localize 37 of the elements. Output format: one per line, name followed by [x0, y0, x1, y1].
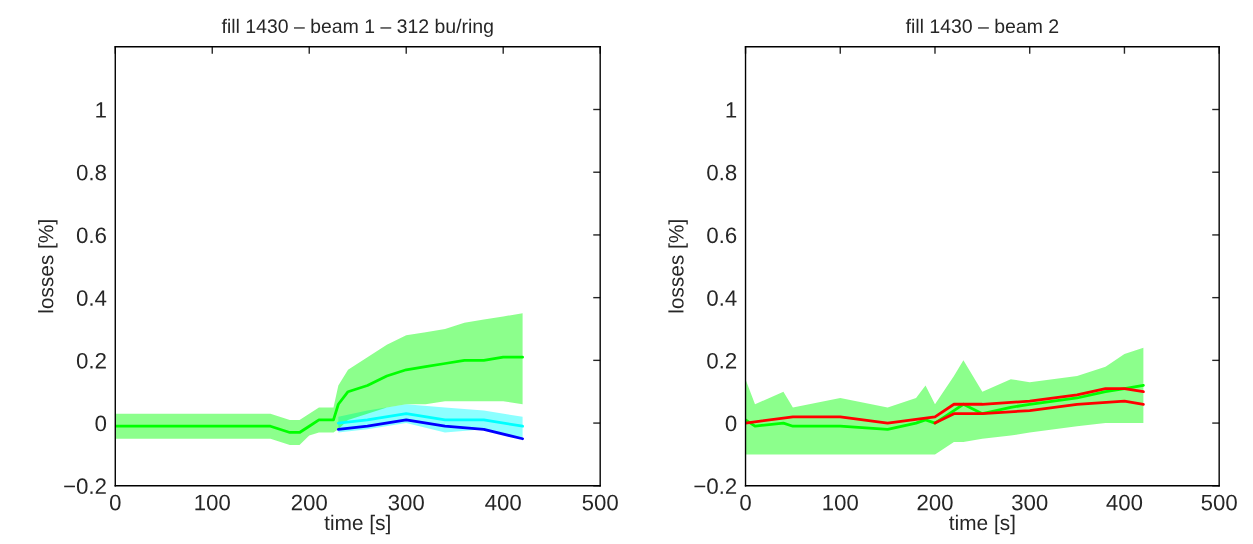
y-axis-title: losses [%] [38, 220, 58, 313]
x-tick-label: 300 [388, 494, 424, 511]
x-tick-label: 400 [1106, 494, 1143, 511]
y-tick-label: 0.4 [76, 290, 107, 306]
x-tick-label: 0 [740, 494, 751, 511]
line-series [336, 418, 524, 441]
line-series [115, 355, 524, 434]
x-tick-label: 200 [917, 494, 953, 511]
x-tick-label: 400 [485, 494, 521, 511]
x-tick-label: 500 [582, 494, 618, 511]
y-tick-label: 0.2 [707, 352, 737, 369]
chart-title: fill 1430 – beam 2 [905, 18, 1059, 34]
y-tick-label: 0 [725, 415, 737, 432]
y-tick-label: 0 [95, 415, 107, 432]
y-tick-label: 0.2 [76, 352, 106, 369]
y-axis-title: losses [%] [668, 220, 688, 313]
x-tick-label: 100 [823, 494, 858, 511]
x-tick-label: 100 [195, 494, 230, 511]
chart-title: fill 1430 – beam 1 – 312 bu/ring [221, 18, 493, 37]
x-tick-label: 300 [1012, 494, 1048, 511]
line-series [336, 412, 524, 428]
line-series [745, 387, 1145, 425]
y-tick-label: 1 [96, 102, 106, 118]
line-series [933, 399, 1145, 425]
y-tick-label: 0.8 [76, 164, 106, 181]
y-tick-label: 0.6 [707, 227, 737, 244]
x-axis-title: time [s] [324, 514, 390, 535]
y-tick-label: 0.8 [707, 164, 737, 181]
y-tick-label: 0.6 [76, 227, 106, 244]
y-tick-label: −0.2 [694, 478, 737, 495]
x-tick-label: 500 [1201, 494, 1237, 511]
x-tick-label: 200 [291, 494, 327, 511]
y-tick-label: 0.4 [707, 290, 737, 306]
y-tick-label: 1 [726, 102, 737, 118]
y-tick-label: −0.2 [64, 478, 106, 495]
x-axis-title: time [s] [949, 514, 1015, 535]
x-tick-label: 0 [109, 494, 121, 511]
